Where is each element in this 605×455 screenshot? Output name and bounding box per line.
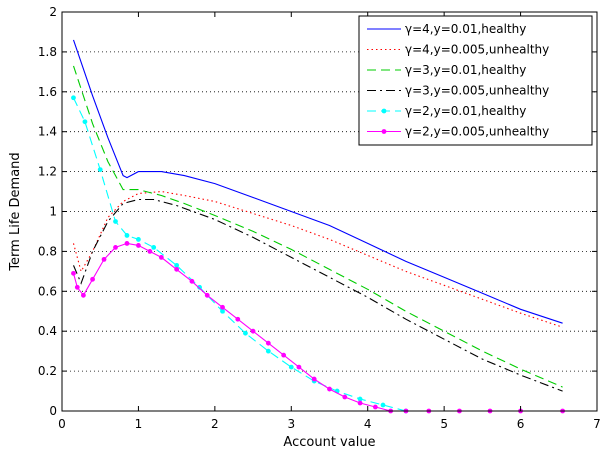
legend-label: γ=2,y=0.005,unhealthy	[405, 125, 549, 139]
series-line	[73, 97, 407, 412]
x-tick-label: 6	[517, 417, 525, 431]
data-point	[113, 245, 118, 250]
data-point	[101, 256, 107, 262]
legend-item: γ=4,y=0.01,healthy	[367, 22, 526, 36]
y-tick-label: 1.8	[38, 45, 57, 59]
series-3	[72, 65, 563, 388]
data-point	[311, 376, 317, 382]
series-4	[72, 198, 563, 392]
x-tick-label: 2	[211, 417, 219, 431]
data-point	[136, 243, 141, 248]
x-tick-label: 1	[135, 417, 143, 431]
data-point	[124, 241, 130, 246]
legend-label: γ=3,y=0.01,healthy	[405, 63, 526, 77]
axis-ticks: 0 1 2 3 4 5 6 7 0 0.2 0.4 0.6 0.8 1 1.2 1.4 1.6 1.8 2	[38, 5, 601, 431]
data-point	[71, 95, 76, 101]
series-line	[72, 39, 563, 324]
y-tick-label: 0	[49, 404, 57, 418]
y-tick-label: 0.4	[38, 324, 57, 338]
data-point	[174, 266, 180, 272]
legend-item: γ=2,y=0.005,unhealthy	[367, 125, 549, 139]
x-tick-label: 7	[593, 417, 601, 431]
series-line	[72, 198, 563, 392]
x-tick-label: 5	[440, 417, 448, 431]
data-point	[71, 270, 76, 276]
legend-marker	[381, 108, 387, 114]
data-point	[357, 396, 363, 402]
data-point	[136, 237, 141, 242]
data-point	[372, 404, 378, 410]
y-axis-label: Term Life Demand	[8, 152, 23, 271]
y-tick-label: 1	[49, 205, 57, 219]
x-tick-label: 0	[58, 417, 66, 431]
x-tick-label: 3	[287, 417, 295, 431]
series-2	[72, 190, 563, 328]
data-point	[189, 278, 195, 284]
legend: γ=4,y=0.01,healthy γ=4,y=0.005,unhealthy γ…	[358, 15, 593, 146]
legend-item: γ=3,y=0.005,unhealthy	[367, 84, 549, 98]
legend-box	[358, 15, 593, 146]
data-point	[250, 328, 256, 334]
data-point	[243, 330, 248, 336]
y-tick-label: 0.6	[38, 284, 57, 298]
data-point	[265, 340, 271, 346]
series-line	[72, 65, 563, 388]
data-point	[174, 262, 180, 268]
x-tick-label: 4	[364, 417, 372, 431]
legend-item: γ=2,y=0.01,healthy	[367, 104, 526, 118]
data-point	[357, 400, 363, 406]
data-point	[147, 249, 153, 254]
data-point	[124, 233, 130, 238]
data-point	[220, 304, 225, 310]
data-point	[204, 292, 210, 298]
y-tick-label: 1.4	[38, 125, 57, 139]
data-point	[197, 284, 202, 290]
data-point	[158, 254, 164, 260]
data-point	[97, 167, 103, 173]
y-tick-label: 1.2	[38, 165, 57, 179]
x-axis-label: Account value	[283, 435, 375, 450]
data-point	[220, 308, 225, 314]
series-1	[72, 39, 563, 324]
data-point	[82, 119, 88, 125]
data-point	[342, 394, 348, 400]
y-tick-label: 1.6	[38, 85, 57, 99]
data-point	[327, 386, 332, 392]
data-point	[265, 348, 271, 354]
y-tick-label: 2	[49, 5, 57, 19]
data-point	[288, 364, 294, 370]
data-point	[74, 284, 80, 290]
data-point	[90, 276, 95, 282]
data-point	[235, 316, 241, 322]
legend-item: γ=4,y=0.005,unhealthy	[367, 43, 549, 57]
data-point	[281, 352, 287, 358]
legend-item: γ=3,y=0.01,healthy	[367, 63, 526, 77]
series-line	[72, 190, 563, 328]
y-tick-label: 0.8	[38, 244, 57, 258]
legend-label: γ=4,y=0.01,healthy	[405, 22, 526, 36]
data-point	[113, 219, 118, 224]
legend-label: γ=3,y=0.005,unhealthy	[405, 84, 549, 98]
data-point	[81, 292, 86, 298]
data-point	[151, 245, 157, 250]
legend-label: γ=4,y=0.005,unhealthy	[405, 43, 549, 57]
legend-label: γ=2,y=0.01,healthy	[405, 104, 526, 118]
data-point	[296, 364, 302, 370]
legend-marker	[381, 129, 387, 134]
data-point	[380, 402, 386, 408]
y-tick-label: 0.2	[38, 364, 57, 378]
